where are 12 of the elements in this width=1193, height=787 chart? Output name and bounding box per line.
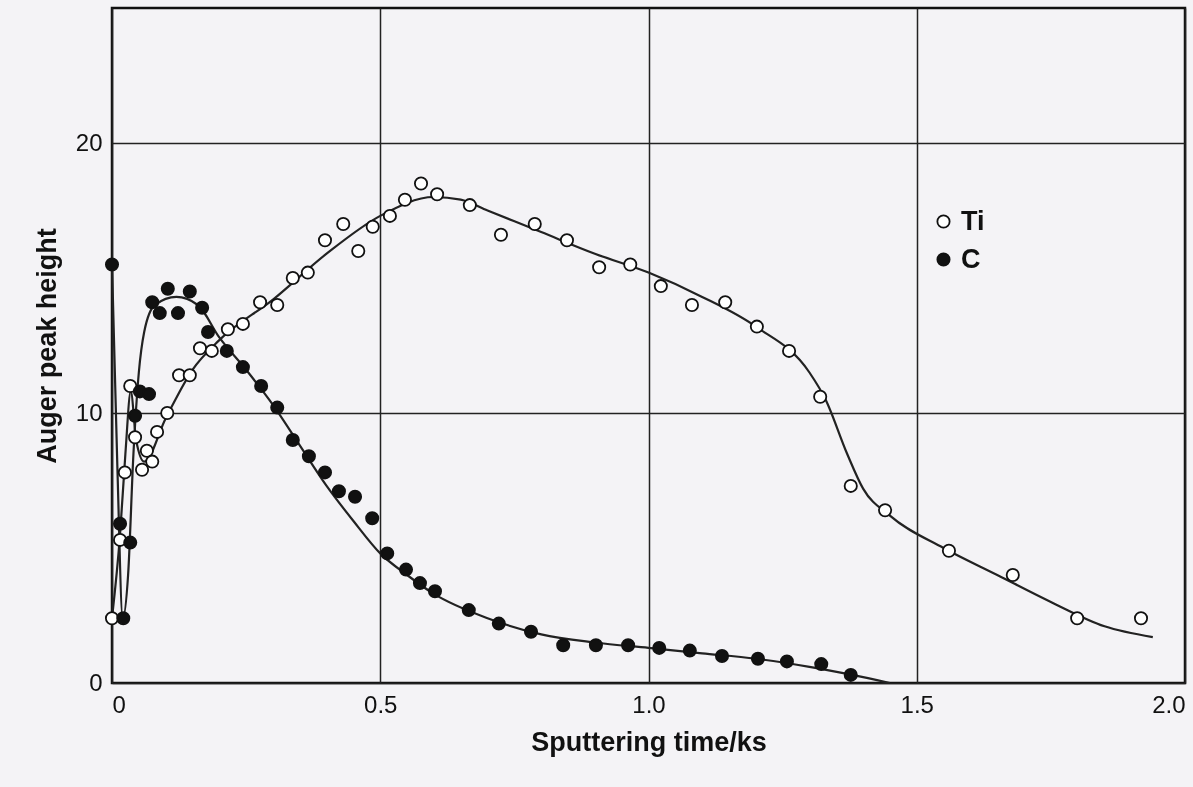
y-tick-label: 0 xyxy=(89,668,103,696)
x-tick-label: 2.0 xyxy=(1152,690,1186,718)
x-tick-label: 0 xyxy=(112,690,126,718)
x-tick-label: 1.0 xyxy=(632,690,666,718)
x-tick-label: 1.5 xyxy=(900,690,934,718)
y-tick-label: 10 xyxy=(75,398,103,426)
y-axis-title: Auger peak height xyxy=(31,228,62,464)
legend-label: Ti xyxy=(961,205,985,236)
legend-label: C xyxy=(961,243,981,274)
y-tick-label: 20 xyxy=(75,128,103,156)
x-axis-title: Sputtering time/ks xyxy=(531,726,767,757)
x-tick-label: 0.5 xyxy=(364,690,398,718)
